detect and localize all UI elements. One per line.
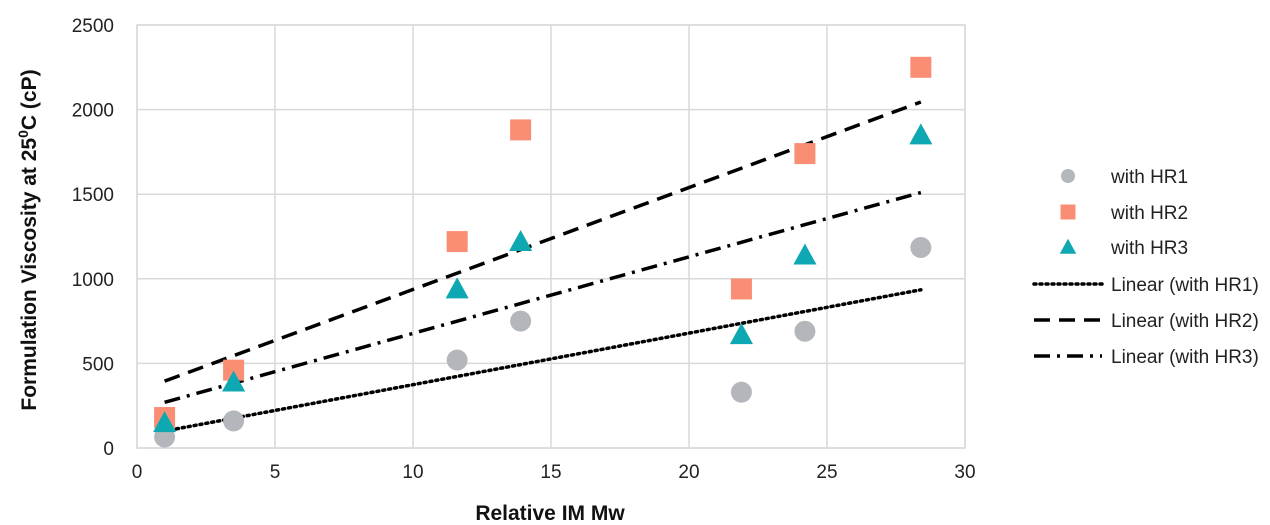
- point-hr1-circle: [794, 320, 816, 342]
- x-tick-label: 25: [816, 462, 837, 483]
- point-hr1-circle: [730, 381, 752, 403]
- y-tick-label: 1500: [72, 185, 114, 206]
- y-tick-label: 500: [82, 354, 114, 375]
- point-hr3-triangle: [509, 230, 533, 252]
- x-tick-labels: 0 5 10 15 20 25 30: [132, 462, 976, 483]
- grid: [136, 24, 966, 449]
- y-axis-title: Formulation Viscosity at 250C (cP): [15, 69, 41, 410]
- legend-label-hr2: with HR2: [1110, 203, 1188, 224]
- legend-label-trend-hr3: Linear (with HR3): [1111, 347, 1259, 368]
- x-axis-title: Relative IM Mw: [475, 502, 625, 525]
- point-hr3-triangle: [909, 123, 933, 145]
- point-hr2-square: [510, 119, 532, 141]
- point-hr2-square: [910, 56, 932, 78]
- y-tick-label: 0: [103, 439, 114, 460]
- y-axis-title-superscript: 0: [15, 130, 31, 138]
- point-hr2-square: [794, 143, 816, 165]
- legend-marker-hr1: [1061, 169, 1075, 183]
- point-hr1-circle: [910, 236, 932, 258]
- y-tick-label: 2000: [72, 101, 114, 122]
- trend-lines: [162, 100, 923, 433]
- x-tick-label: 20: [678, 462, 699, 483]
- point-hr1-circle: [446, 349, 468, 371]
- point-hr2-square: [446, 231, 468, 253]
- trend-line-hr2: [163, 100, 922, 383]
- legend-label-trend-hr1: Linear (with HR1): [1111, 275, 1259, 296]
- y-axis-title-suffix: C (cP): [18, 69, 41, 130]
- trend-line-hr1: [162, 288, 923, 433]
- point-hr3-triangle: [445, 277, 469, 299]
- x-tick-label: 5: [270, 462, 281, 483]
- point-hr3-triangle: [222, 370, 246, 392]
- legend-marker-hr2: [1060, 204, 1076, 220]
- point-hr1-circle: [510, 310, 532, 332]
- point-hr3-triangle: [793, 243, 817, 265]
- point-hr3-triangle: [729, 323, 753, 345]
- y-tick-labels: 0 500 1000 1500 2000 2500: [72, 16, 114, 460]
- x-tick-label: 30: [954, 462, 975, 483]
- legend-label-trend-hr2: Linear (with HR2): [1111, 311, 1259, 332]
- point-hr1-circle: [223, 410, 245, 432]
- point-hr2-square: [730, 278, 752, 300]
- trend-line-hr3: [164, 190, 922, 405]
- legend-label-hr1: with HR1: [1110, 167, 1188, 188]
- y-axis-title-main: Formulation Viscosity at 25: [18, 138, 41, 411]
- x-tick-label: 15: [540, 462, 561, 483]
- x-tick-label: 0: [132, 462, 143, 483]
- y-tick-label: 2500: [72, 16, 114, 37]
- plot-frame: [136, 24, 966, 449]
- point-hr2-square: [223, 359, 245, 381]
- y-tick-label: 1000: [72, 270, 114, 291]
- legend-label-hr3: with HR3: [1110, 238, 1188, 259]
- x-tick-label: 10: [402, 462, 423, 483]
- plot-border: [136, 24, 966, 449]
- point-hr3-triangle: [153, 411, 177, 433]
- legend: with HR1 with HR2 with HR3 Linear (with HR1…: [1032, 167, 1259, 368]
- legend-marker-hr3: [1059, 238, 1077, 254]
- data-markers: [153, 56, 933, 448]
